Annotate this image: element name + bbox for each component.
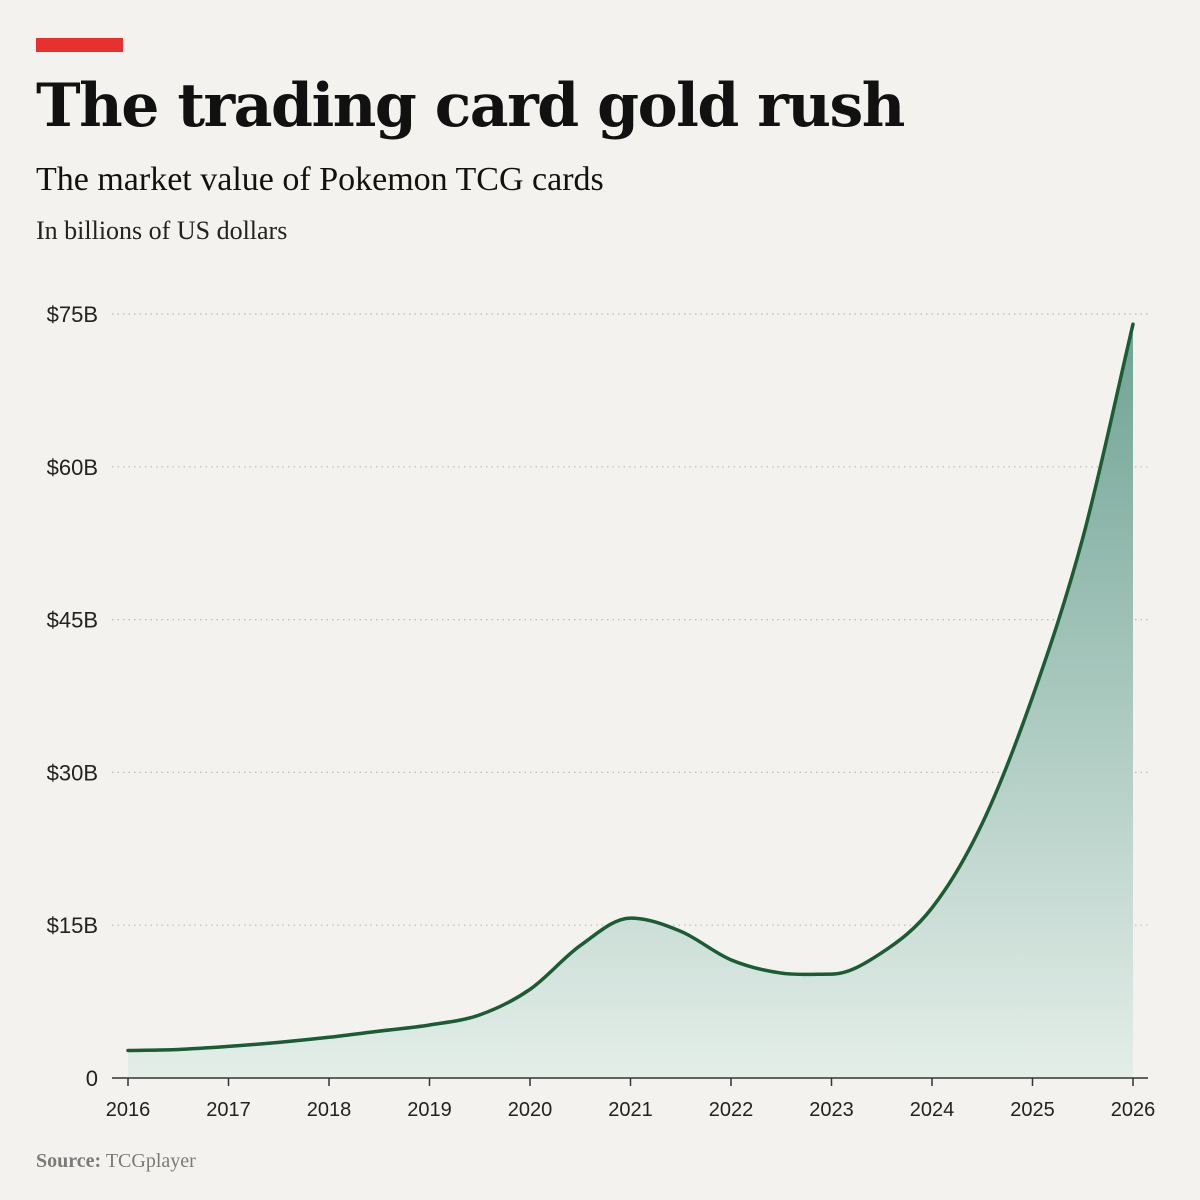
y-tick-label: $60B: [47, 455, 98, 480]
y-tick-label: $45B: [47, 608, 98, 633]
x-tick-label: 2020: [508, 1099, 553, 1121]
y-tick-label: $15B: [47, 913, 98, 938]
x-tick-label: 2022: [709, 1099, 754, 1121]
series-line: [126, 322, 1135, 1053]
x-tick-label: 2025: [1010, 1099, 1055, 1121]
area-fill: [128, 324, 1133, 1079]
unit-note: In billions of US dollars: [36, 216, 288, 245]
x-tick-label: 2017: [206, 1099, 251, 1121]
chart-title: The trading card gold rush: [36, 71, 905, 141]
chart-subtitle: The market value of Pokemon TCG cards: [36, 161, 604, 198]
x-tick-label: 2024: [910, 1099, 955, 1121]
source-label: Source:: [36, 1150, 102, 1172]
y-tick-label: $75B: [47, 302, 98, 327]
y-tick-label: 0: [86, 1066, 98, 1091]
accent-bar: [36, 38, 123, 52]
x-tick-label: 2016: [106, 1099, 151, 1121]
source-value: TCGplayer: [105, 1150, 196, 1172]
x-tick-label: 2026: [1111, 1099, 1156, 1121]
y-tick-label: $30B: [47, 760, 98, 785]
x-tick-label: 2021: [608, 1099, 653, 1121]
x-tick-label: 2018: [307, 1099, 352, 1121]
source-note: Source: TCGplayer: [36, 1150, 196, 1173]
x-tick-label: 2019: [407, 1099, 452, 1121]
x-tick-label: 2023: [809, 1099, 854, 1121]
